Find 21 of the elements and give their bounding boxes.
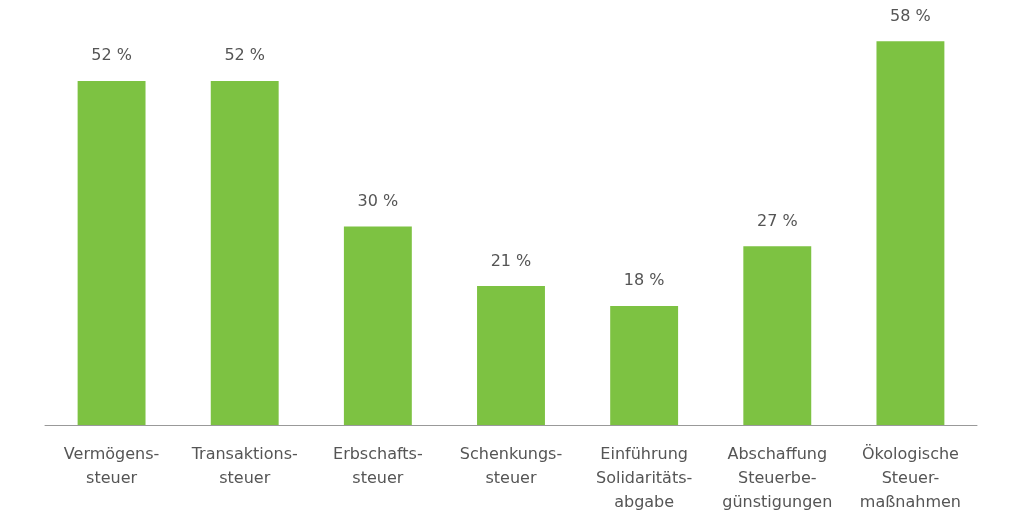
data-label: 52 % [224,45,266,65]
bar [210,80,279,425]
bar [77,80,146,425]
data-label: 27 % [756,210,798,230]
data-label: 18 % [623,270,665,290]
bar [743,246,812,425]
bar [610,305,679,425]
bar [343,226,412,425]
data-label: 58 % [890,5,931,25]
data-label: 21 % [490,250,532,270]
x-tick-label: Erbschafts- steuer [333,443,423,487]
x-tick-label: Vermögens- steuer [63,443,160,487]
x-tick-label: Ökologische Steuer- maßnahmen [859,443,961,511]
x-tick-label: Abschaffung Steuerbe- günstigungen [722,443,833,511]
x-tick-label: Transaktions- steuer [190,443,298,487]
x-tick-label: Einführung Solidaritäts- abgabe [596,443,693,511]
data-label: 30 % [357,191,399,210]
bar [876,41,945,425]
bar [477,286,545,425]
data-label: 52 % [91,45,132,65]
x-tick-label: Schenkungs- steuer [459,443,563,487]
